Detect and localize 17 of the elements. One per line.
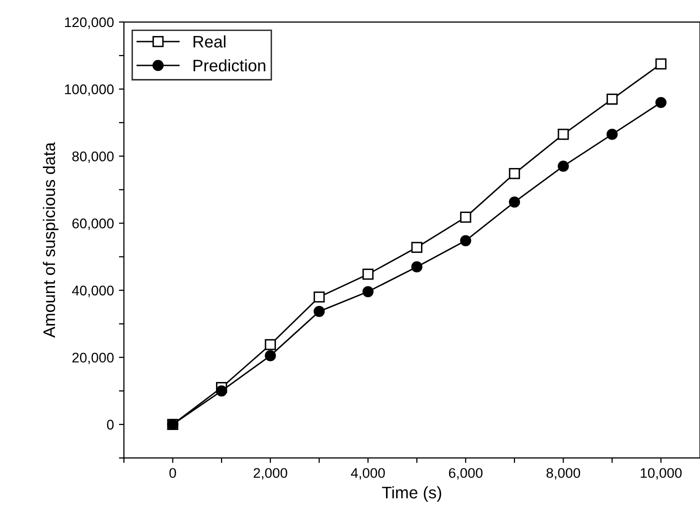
x-axis-title: Time (s)	[382, 486, 442, 502]
y-tick-label: 120,000	[65, 17, 114, 29]
y-tick-label: 0	[106, 420, 114, 430]
x-tick-label: 10,000	[640, 468, 682, 480]
legend-label: Prediction	[194, 59, 266, 72]
x-tick-label: 2,000	[254, 468, 288, 480]
x-tick-label: 4,000	[350, 468, 385, 480]
x-tick-label: 8,000	[546, 468, 580, 480]
y-tick-label: 80,000	[72, 151, 114, 163]
y-tick-label: 100,000	[65, 84, 114, 96]
y-tick-label: 40,000	[72, 286, 114, 298]
legend-label: Real	[194, 35, 226, 48]
x-tick-label: 0	[169, 468, 176, 478]
y-tick-label: 20,000	[72, 352, 114, 364]
y-axis-title: Amount of suspicious data	[42, 142, 58, 338]
x-tick-label: 6,000	[448, 468, 482, 480]
y-tick-label: 60,000	[72, 218, 114, 230]
